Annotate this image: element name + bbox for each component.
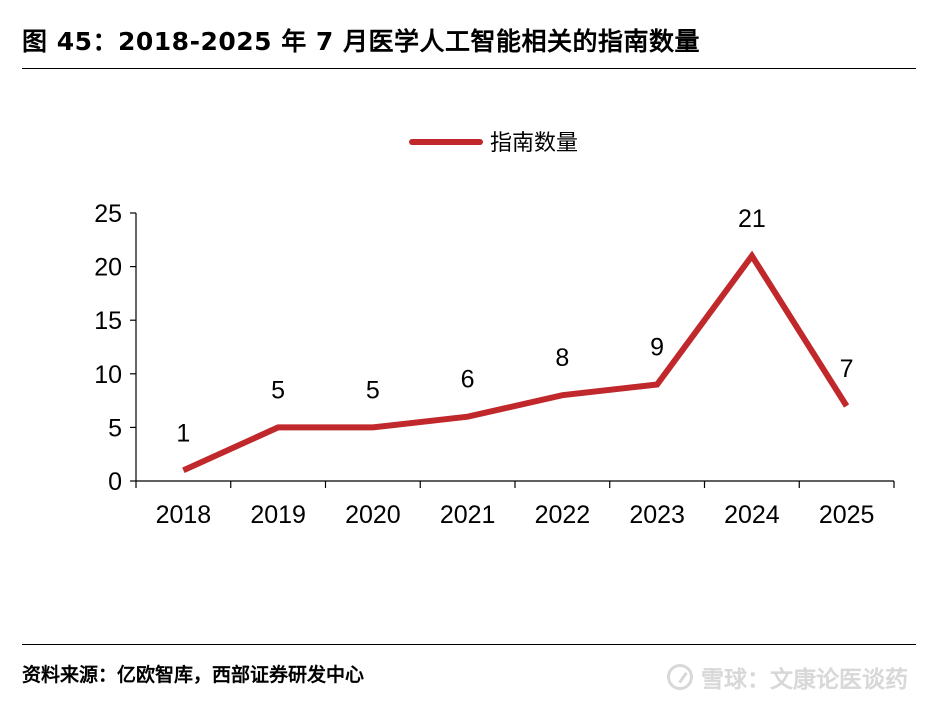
y-tick-label: 10 [94,361,122,389]
y-tick-label: 20 [94,254,122,282]
x-tick-label: 2023 [629,501,685,529]
legend: 指南数量 [409,130,578,155]
y-tick-label: 0 [108,468,122,496]
watermark-text: 雪球：文康论医谈药 [701,667,908,693]
x-tick-label: 2022 [535,501,591,529]
data-label: 7 [840,355,854,383]
source-rule [22,644,916,645]
y-axis-ticks: 0 5 10 15 20 25 [94,200,136,496]
watermark: 雪球：文康论医谈药 [667,660,908,694]
series-group [182,250,850,474]
x-tick-label: 2021 [440,501,496,529]
data-label: 5 [366,376,380,404]
series-line [182,250,850,474]
data-label: 9 [650,334,664,362]
x-tick-label: 2024 [724,501,780,529]
y-tick-label: 5 [108,414,122,442]
x-tick-label: 2018 [156,501,212,529]
legend-label: 指南数量 [490,130,578,155]
figure-title: 图 45：2018-2025 年 7 月医学人工智能相关的指南数量 [22,27,701,56]
source-note: 资料来源：亿欧智库，西部证券研发中心 [22,664,365,686]
y-tick-label: 15 [94,307,122,335]
x-tick-label: 2020 [345,501,401,529]
data-label: 8 [555,344,569,372]
y-tick-label: 25 [94,200,122,228]
x-axis-ticks: 2018 2019 2020 2021 2022 2023 2024 2025 [135,481,895,529]
title-rule [22,68,916,69]
data-labels: 1 5 5 6 8 9 21 7 [176,205,853,447]
data-label: 6 [461,366,475,394]
x-tick-label: 2025 [819,501,875,529]
data-label: 5 [271,376,285,404]
x-tick-label: 2019 [250,501,306,529]
data-label: 1 [176,419,190,447]
snowball-logo-icon [667,664,693,690]
data-label: 21 [738,205,766,233]
